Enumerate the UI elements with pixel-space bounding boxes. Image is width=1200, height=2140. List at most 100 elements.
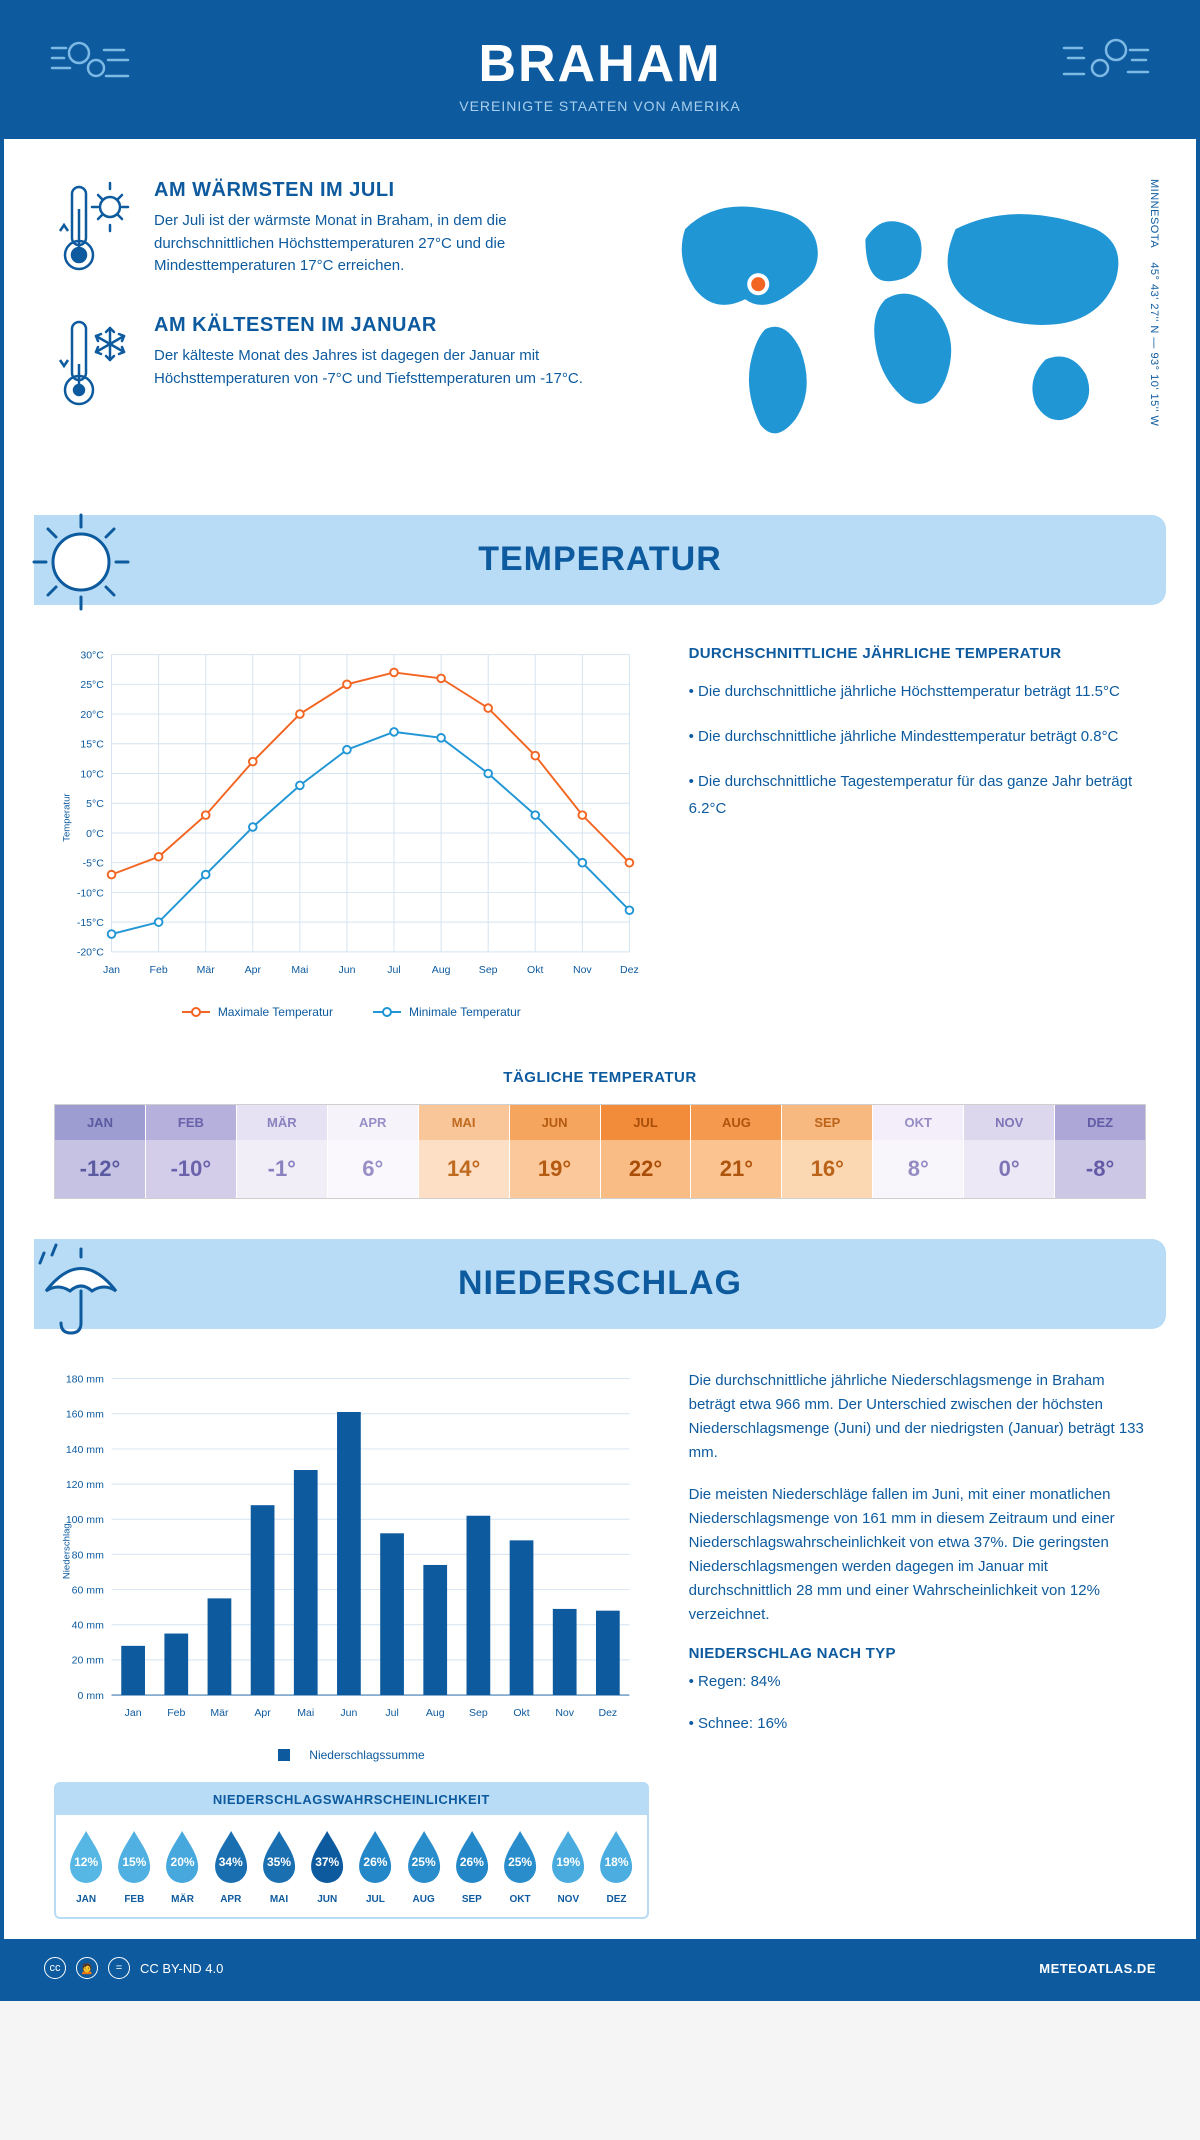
probability-drop: 15%FEB: [112, 1827, 156, 1905]
coldest-title: AM KÄLTESTEN IM JANUAR: [154, 314, 605, 337]
temp-info-title: DURCHSCHNITTLICHE JÄHRLICHE TEMPERATUR: [689, 645, 1146, 662]
svg-text:80 mm: 80 mm: [72, 1549, 104, 1561]
svg-text:Jan: Jan: [125, 1707, 142, 1719]
footer-left: cc 🙍 = CC BY-ND 4.0: [44, 1957, 223, 1979]
warmest-block: AM WÄRMSTEN IM JULI Der Juli ist der wär…: [54, 179, 605, 284]
daily-cell: JUN19°: [510, 1105, 601, 1198]
warmest-body: Der Juli ist der wärmste Monat in Braham…: [154, 210, 605, 278]
precip-p1: Die durchschnittliche jährliche Niedersc…: [689, 1369, 1146, 1465]
by-icon: 🙍: [76, 1957, 98, 1979]
svg-text:15°C: 15°C: [80, 738, 104, 750]
temperature-line-chart: -20°C-15°C-10°C-5°C0°C5°C10°C15°C20°C25°…: [54, 645, 649, 990]
daily-cell: MAI14°: [419, 1105, 510, 1198]
daily-cell: SEP16°: [782, 1105, 873, 1198]
daily-cell: OKT8°: [873, 1105, 964, 1198]
precip-section: 0 mm20 mm40 mm60 mm80 mm100 mm120 mm140 …: [4, 1329, 1196, 1939]
temperature-legend: Maximale Temperatur Minimale Temperatur: [54, 1005, 649, 1019]
world-map-icon: [645, 179, 1146, 460]
svg-text:0°C: 0°C: [86, 827, 104, 839]
svg-text:120 mm: 120 mm: [66, 1479, 104, 1491]
svg-text:60 mm: 60 mm: [72, 1584, 104, 1596]
daily-cell: FEB-10°: [146, 1105, 237, 1198]
thermometer-sun-icon: [54, 179, 134, 284]
daily-cell: DEZ-8°: [1055, 1105, 1145, 1198]
legend-max: Maximale Temperatur: [182, 1005, 333, 1019]
footer: cc 🙍 = CC BY-ND 4.0 METEOATLAS.DE: [4, 1939, 1196, 1997]
svg-text:Mai: Mai: [297, 1707, 314, 1719]
svg-text:180 mm: 180 mm: [66, 1373, 104, 1385]
probability-drop: 26%SEP: [450, 1827, 494, 1905]
svg-text:Mai: Mai: [291, 964, 308, 976]
temp-bullet-1: • Die durchschnittliche jährliche Höchst…: [689, 678, 1146, 705]
warmest-title: AM WÄRMSTEN IM JULI: [154, 179, 605, 202]
page-title: BRAHAM: [44, 34, 1156, 94]
precip-type-title: NIEDERSCHLAG NACH TYP: [689, 1645, 1146, 1662]
temperature-info: DURCHSCHNITTLICHE JÄHRLICHE TEMPERATUR •…: [689, 645, 1146, 1019]
svg-text:Dez: Dez: [598, 1707, 617, 1719]
intro-right: MINNESOTA 45° 43' 27'' N — 93° 10' 15'' …: [645, 179, 1146, 465]
precip-type-2: • Schnee: 16%: [689, 1712, 1146, 1736]
svg-text:25°C: 25°C: [80, 679, 104, 691]
svg-text:-5°C: -5°C: [83, 857, 105, 869]
legend-min: Minimale Temperatur: [373, 1005, 521, 1019]
wind-icon-right: [1056, 28, 1156, 98]
svg-text:Temperatur: Temperatur: [61, 792, 72, 841]
probability-drop: 20%MÄR: [160, 1827, 204, 1905]
umbrella-icon: [26, 1231, 136, 1341]
svg-text:0 mm: 0 mm: [78, 1690, 105, 1702]
svg-text:Apr: Apr: [245, 964, 262, 976]
probability-row: 12%JAN 15%FEB 20%MÄR 34%APR 35%MAI 37%JU…: [56, 1815, 647, 1917]
cc-icon: cc: [44, 1957, 66, 1979]
daily-cell: NOV0°: [964, 1105, 1055, 1198]
precip-right: Die durchschnittliche jährliche Niedersc…: [689, 1369, 1146, 1919]
probability-drop: 35%MAI: [257, 1827, 301, 1905]
svg-text:160 mm: 160 mm: [66, 1408, 104, 1420]
license-label: CC BY-ND 4.0: [140, 1961, 223, 1976]
svg-text:Sep: Sep: [469, 1707, 488, 1719]
svg-text:Jun: Jun: [340, 1707, 357, 1719]
svg-text:20°C: 20°C: [80, 708, 104, 720]
svg-text:30°C: 30°C: [80, 649, 104, 661]
coords-value: 45° 43' 27'' N — 93° 10' 15'' W: [1148, 262, 1160, 426]
daily-cell: JUL22°: [601, 1105, 692, 1198]
temp-bullet-2: • Die durchschnittliche jährliche Mindes…: [689, 723, 1146, 750]
svg-text:Aug: Aug: [432, 964, 451, 976]
header: BRAHAM VEREINIGTE STAATEN VON AMERIKA: [4, 4, 1196, 139]
precip-left: 0 mm20 mm40 mm60 mm80 mm100 mm120 mm140 …: [54, 1369, 649, 1919]
intro-left: AM WÄRMSTEN IM JULI Der Juli ist der wär…: [54, 179, 605, 465]
svg-text:Jul: Jul: [385, 1707, 398, 1719]
svg-text:Aug: Aug: [426, 1707, 445, 1719]
infographic-page: BRAHAM VEREINIGTE STAATEN VON AMERIKA AM…: [0, 0, 1200, 2001]
temperature-section-bar: TEMPERATUR: [34, 515, 1166, 605]
svg-text:Apr: Apr: [254, 1707, 271, 1719]
temperature-chart: -20°C-15°C-10°C-5°C0°C5°C10°C15°C20°C25°…: [54, 645, 649, 1019]
temp-bullet-3: • Die durchschnittliche Tagestemperatur …: [689, 768, 1146, 822]
svg-text:Okt: Okt: [527, 964, 543, 976]
probability-title: NIEDERSCHLAGSWAHRSCHEINLICHKEIT: [56, 1784, 647, 1815]
svg-text:Feb: Feb: [167, 1707, 185, 1719]
coordinates-label: MINNESOTA 45° 43' 27'' N — 93° 10' 15'' …: [1148, 179, 1160, 426]
probability-drop: 25%OKT: [498, 1827, 542, 1905]
region-label: MINNESOTA: [1148, 179, 1160, 248]
probability-drop: 19%NOV: [546, 1827, 590, 1905]
svg-text:Dez: Dez: [620, 964, 639, 976]
svg-text:20 mm: 20 mm: [72, 1655, 104, 1667]
svg-text:-10°C: -10°C: [77, 887, 104, 899]
svg-text:Feb: Feb: [150, 964, 168, 976]
daily-cell: JAN-12°: [55, 1105, 146, 1198]
svg-text:Mär: Mär: [197, 964, 216, 976]
daily-temp-table: JAN-12°FEB-10°MÄR-1°APR6°MAI14°JUN19°JUL…: [54, 1104, 1146, 1199]
precip-section-bar: NIEDERSCHLAG: [34, 1239, 1166, 1329]
coldest-text: AM KÄLTESTEN IM JANUAR Der kälteste Mona…: [154, 314, 605, 419]
svg-text:Mär: Mär: [210, 1707, 229, 1719]
sun-icon: [26, 507, 136, 617]
warmest-text: AM WÄRMSTEN IM JULI Der Juli ist der wär…: [154, 179, 605, 284]
wind-icon-left: [44, 28, 144, 98]
svg-text:40 mm: 40 mm: [72, 1619, 104, 1631]
svg-text:10°C: 10°C: [80, 768, 104, 780]
precip-bar-chart: 0 mm20 mm40 mm60 mm80 mm100 mm120 mm140 …: [54, 1369, 649, 1733]
probability-drop: 34%APR: [209, 1827, 253, 1905]
svg-text:Niederschlag: Niederschlag: [61, 1523, 72, 1579]
svg-text:Sep: Sep: [479, 964, 498, 976]
precip-legend-item: Niederschlagssumme: [278, 1748, 425, 1762]
